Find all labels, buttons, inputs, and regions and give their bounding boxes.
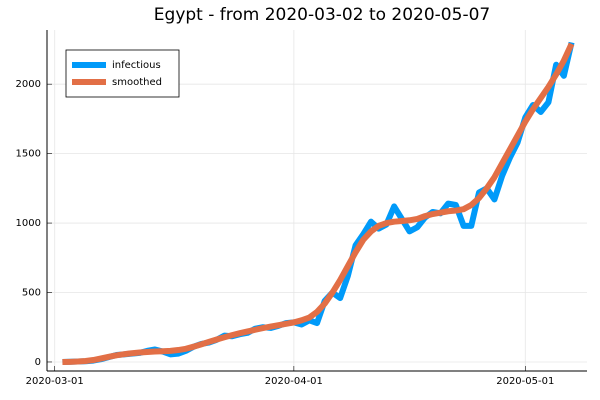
x-tick-label: 2020-03-01	[26, 376, 84, 387]
legend-label: infectious	[112, 60, 161, 71]
y-tick-label: 1000	[16, 218, 41, 229]
y-tick-label: 2000	[16, 79, 41, 90]
series-line	[62, 42, 575, 365]
x-tick-label: 2020-05-01	[496, 376, 554, 387]
legend-box	[65, 49, 180, 98]
y-tick-label: 1500	[16, 149, 41, 160]
y-tick-label: 0	[35, 357, 41, 368]
y-tick-label: 500	[22, 288, 41, 299]
x-tick-label: 2020-04-01	[265, 376, 323, 387]
legend-label: smoothed	[112, 77, 162, 88]
chart-title: Egypt - from 2020-03-02 to 2020-05-07	[154, 5, 490, 25]
